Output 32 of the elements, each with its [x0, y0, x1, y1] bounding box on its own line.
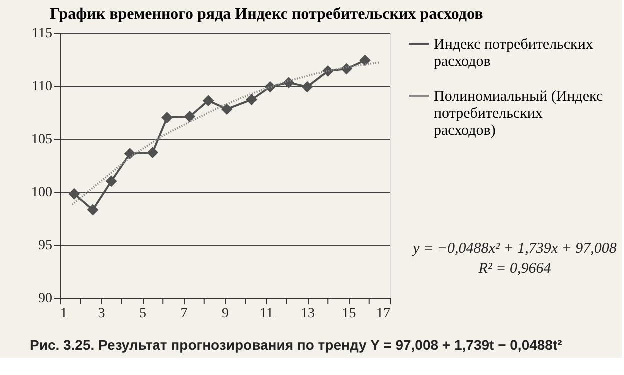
x-tick-label: 15 — [342, 306, 356, 322]
x-tick-label: 5 — [140, 306, 146, 322]
y-tick-label: 115 — [32, 26, 52, 42]
x-tick-label: 3 — [98, 306, 106, 322]
text: Рис. 3.25. Результат прогнозирования по тренду Y = 97,008 + 1,739t − 0,0488t² — [30, 337, 563, 353]
point — [246, 94, 258, 106]
x-tick-label: 1 — [60, 306, 68, 322]
point — [202, 95, 214, 107]
x-tick-label: 13 — [301, 306, 315, 322]
x-tick-label: 11 — [260, 306, 274, 322]
x-tick-label: 17 — [376, 306, 390, 322]
point — [106, 176, 118, 188]
point — [360, 54, 371, 66]
y-tick-label: 100 — [32, 186, 52, 200]
point — [302, 81, 314, 93]
point — [87, 204, 99, 216]
x-tick-label: 9 — [222, 306, 229, 322]
legend-label: Полиномиальный (Индекс потребительских расходов) — [434, 89, 604, 139]
chart-title: График временного ряда Индекс потребительских расходов — [50, 6, 484, 23]
text: y = −0,0488x² + 1,739x + 97,008 — [411, 241, 618, 257]
text: R² = 0,9664 — [478, 261, 552, 277]
point — [221, 104, 233, 116]
point — [147, 147, 159, 158]
y-tick-label: 95 — [38, 238, 52, 254]
point — [162, 112, 173, 124]
point — [68, 188, 80, 200]
point — [184, 111, 196, 122]
y-tick-label: 110 — [32, 80, 52, 94]
y-tick-label: 105 — [32, 132, 52, 148]
y-tick-label: 90 — [38, 292, 52, 306]
x-tick-label: 7 — [180, 306, 188, 322]
legend-label: Индекс потребительских расходов — [434, 37, 594, 70]
